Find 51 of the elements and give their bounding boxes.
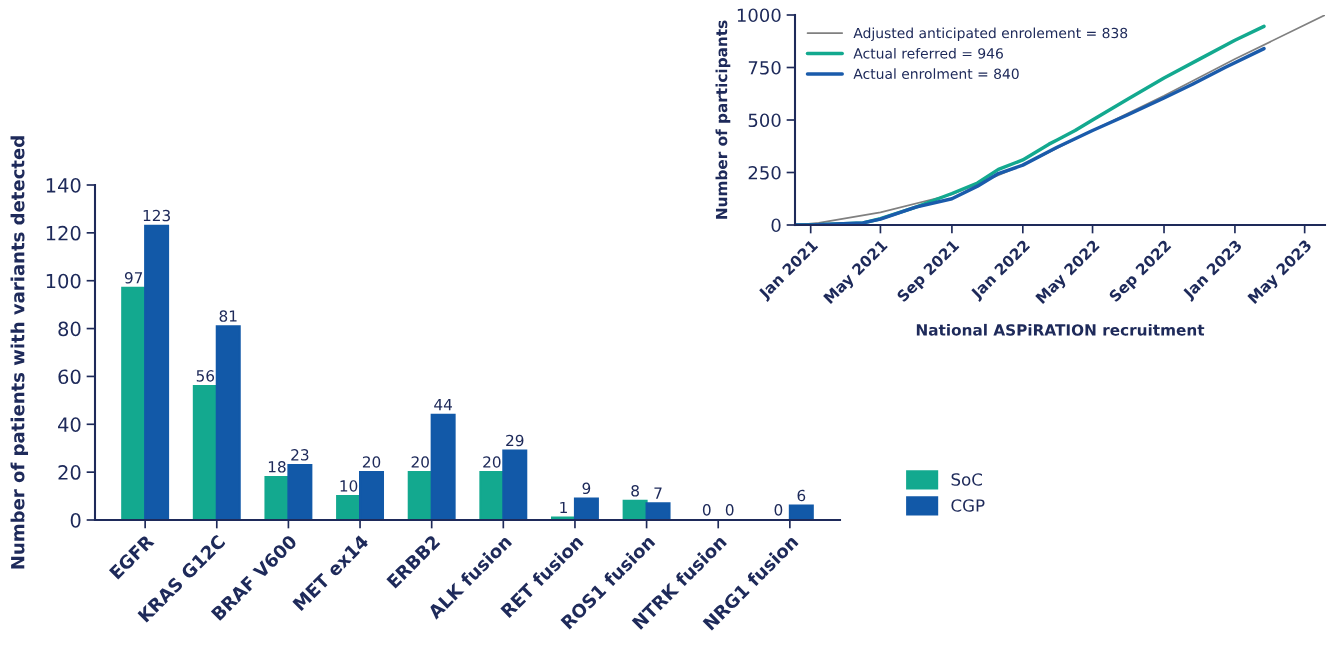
y-tick-label: 1000 [737, 8, 781, 23]
legend-label: CGP [951, 499, 985, 512]
data-label: 81 [219, 310, 237, 322]
data-label: 1 [560, 501, 567, 514]
data-label: 0 [702, 504, 711, 516]
bar [645, 502, 671, 520]
y-tick-label: 40 [58, 417, 81, 432]
data-label: 44 [434, 399, 453, 411]
data-label: 97 [124, 271, 143, 284]
bar [788, 504, 814, 520]
y-tick-label: 80 [58, 321, 81, 337]
bar [430, 413, 456, 520]
data-label: 56 [196, 370, 215, 382]
bar [144, 224, 170, 520]
y-tick-label: 120 [46, 225, 81, 241]
y-tick-label: 0 [70, 512, 81, 528]
y-tick-label: 0 [771, 218, 781, 233]
y-tick-label: 60 [58, 369, 81, 385]
bar [287, 463, 313, 520]
bar [192, 384, 218, 520]
bar [215, 325, 241, 520]
bar [502, 449, 528, 520]
data-label: 7 [654, 487, 662, 499]
y-tick-label: 100 [46, 273, 81, 289]
data-label: 20 [483, 456, 501, 468]
bar [407, 471, 433, 520]
data-label: 20 [362, 456, 381, 468]
data-label: 29 [506, 434, 524, 447]
x-axis-title: National ASPiRATION recruitment [916, 323, 1205, 336]
data-label: 6 [797, 489, 806, 502]
y-tick-label: 250 [748, 165, 781, 180]
bar [359, 471, 385, 520]
data-label: 123 [143, 209, 170, 222]
y-axis-title: Number of patients with variants detected [10, 136, 29, 569]
y-tick-label: 500 [748, 113, 781, 128]
bar [264, 475, 290, 520]
bar [121, 286, 147, 520]
data-label: 20 [411, 456, 429, 468]
data-label: 9 [582, 482, 591, 495]
y-tick-label: 140 [46, 177, 81, 193]
data-label: 18 [268, 461, 286, 473]
bar [479, 471, 505, 520]
data-label: 10 [340, 480, 358, 492]
y-tick-label: 750 [748, 60, 781, 75]
data-label: 23 [291, 449, 309, 461]
legend-label: SoC [951, 473, 982, 486]
y-tick-label: 20 [58, 465, 81, 480]
data-label: 0 [725, 504, 734, 516]
y-axis-title: Number of participants [715, 20, 731, 219]
bar [573, 497, 599, 520]
data-label: 8 [631, 484, 639, 497]
